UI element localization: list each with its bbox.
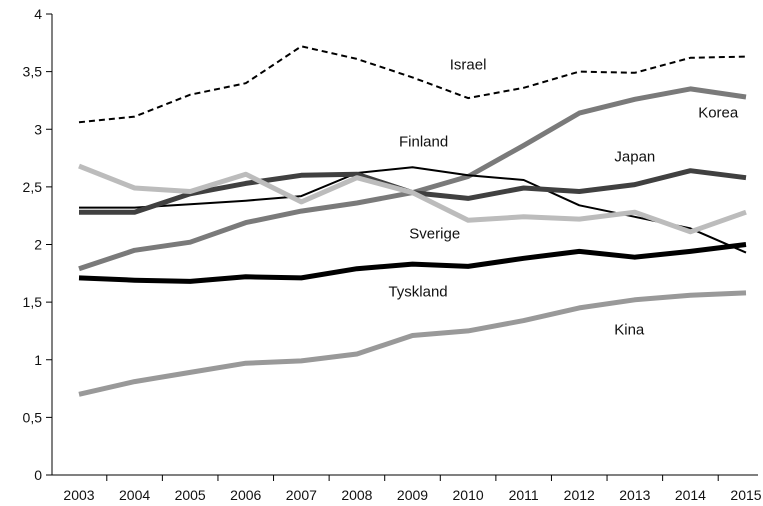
x-tick-label-2007: 2007 xyxy=(286,487,317,503)
y-tick-label-1-5: 1,5 xyxy=(23,294,43,310)
y-tick-label-0: 0 xyxy=(34,467,42,483)
x-tick-label-2008: 2008 xyxy=(341,487,372,503)
y-ticks: 0 0,5 1 1,5 2 2,5 3 3,5 4 xyxy=(23,6,52,483)
y-tick-label-3: 3 xyxy=(34,121,42,137)
x-ticks: 2003 2004 2005 2006 2007 2008 2009 2010 2011 2012… xyxy=(63,475,762,503)
x-tick-label-2006: 2006 xyxy=(230,487,261,503)
y-tick-label-1: 1 xyxy=(34,352,42,368)
series-line-sverige xyxy=(78,163,747,235)
series-label-finland: Finland xyxy=(399,134,448,151)
x-tick-label-2011: 2011 xyxy=(509,487,539,503)
series-line-tyskland xyxy=(78,242,747,284)
x-tick-label-2005: 2005 xyxy=(175,487,206,503)
x-tick-label-2015: 2015 xyxy=(730,487,761,503)
x-tick-label-2014: 2014 xyxy=(675,487,706,503)
x-tick-label-2012: 2012 xyxy=(564,487,595,503)
x-tick-label-2010: 2010 xyxy=(453,487,484,503)
x-tick-label-2003: 2003 xyxy=(63,487,94,503)
y-tick-label-2: 2 xyxy=(34,237,42,253)
y-tick-label-2-5: 2,5 xyxy=(23,179,43,195)
series-label-korea: Korea xyxy=(698,105,739,122)
y-tick-label-3-5: 3,5 xyxy=(23,64,43,80)
x-tick-label-2004: 2004 xyxy=(119,487,150,503)
y-tick-label-0-5: 0,5 xyxy=(23,409,43,425)
series-line-israel xyxy=(78,45,747,124)
y-tick-label-4: 4 xyxy=(34,6,42,22)
series-label-tyskland: Tyskland xyxy=(388,283,447,300)
series-label-kina: Kina xyxy=(614,321,645,338)
series-label-japan: Japan xyxy=(614,149,655,166)
series-line-kina xyxy=(78,290,747,397)
series-label-sverige: Sverige xyxy=(409,226,460,243)
series-label-israel: Israel xyxy=(450,56,487,73)
x-tick-label-2013: 2013 xyxy=(619,487,650,503)
series-lines xyxy=(78,45,747,397)
series-line-finland xyxy=(79,166,747,254)
x-tick-label-2009: 2009 xyxy=(397,487,428,503)
series-labels: Israel Korea Finland Japan Sverige Tyskland Ki… xyxy=(388,56,738,338)
